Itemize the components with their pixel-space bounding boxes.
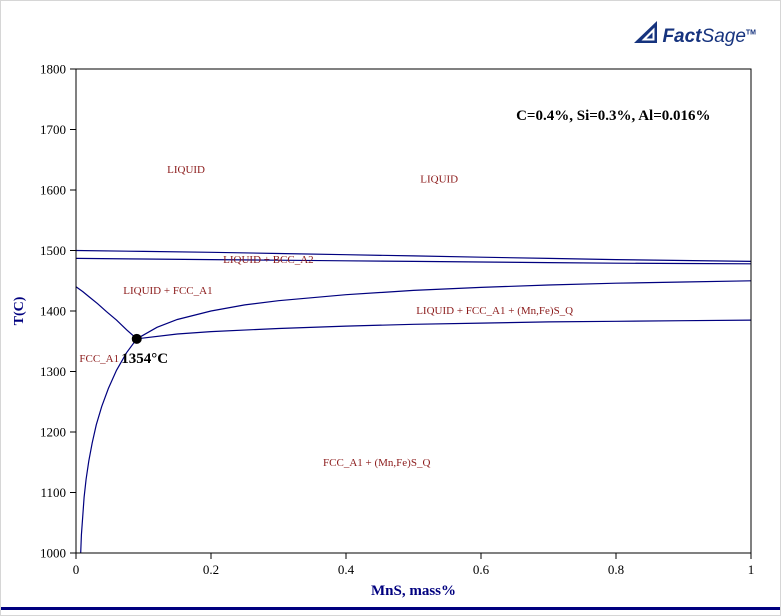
factsage-logo: FactSageTM [632,19,756,46]
x-tick-label: 0.6 [473,562,490,577]
y-tick-label: 1500 [40,243,66,258]
curve-fcc-liquidus-left-branch [75,286,138,340]
phase-label: LIQUID [167,164,205,176]
phase-label: LIQUID + FCC_A1 + (Mn,Fe)S_Q [416,305,573,317]
factsage-logo-icon [634,21,658,43]
x-tick-label: 0.8 [608,562,624,577]
curve-mns-saturation-boundary [136,280,752,340]
x-axis-title: MnS, mass% [371,583,456,599]
curve-liquid-bcc-upper-boundary [75,249,752,262]
curve-fcc-solvus-steep-branch [80,338,138,554]
invariant-point [131,333,142,344]
plot-frame [75,68,752,554]
y-tick-label: 1700 [40,122,66,137]
x-tick-label: 0.2 [203,562,219,577]
x-tick-label: 0 [73,562,80,577]
y-tick-label: 1800 [40,62,66,77]
phase-label: LIQUID + FCC_A1 [123,285,212,297]
y-tick-label: 1400 [40,304,66,319]
window-bottom-border [1,607,780,610]
curve-fcc-mns-solidus-boundary [136,319,752,340]
x-tick-label: 0.4 [338,562,355,577]
phase-label: FCC_A1 [79,353,119,365]
annotation-composition-conditions: C=0.4%, Si=0.3%, Al=0.016% [516,108,710,124]
phase-label: LIQUID [420,174,458,186]
x-tick-label: 1 [748,562,755,577]
phase-label: FCC_A1 + (Mn,Fe)S_Q [323,457,430,469]
y-tick-label: 1600 [40,183,66,198]
y-tick-label: 1300 [40,364,66,379]
logo-sage-text: Sage [701,26,746,47]
factsage-logo-text: FactSageTM [662,27,756,46]
annotation-invariant-temperature: 1354°C [121,351,168,367]
phase-label: LIQUID + BCC_A2 [223,254,314,266]
y-axis-title: T(C) [12,296,27,325]
y-tick-label: 1200 [40,425,66,440]
logo-trademark: TM [745,29,756,37]
y-tick-label: 1100 [40,485,66,500]
logo-fact-text: Fact [662,26,702,47]
y-tick-label: 1000 [40,546,66,561]
curve-bcc-fcc-peritectic-line [75,257,752,265]
